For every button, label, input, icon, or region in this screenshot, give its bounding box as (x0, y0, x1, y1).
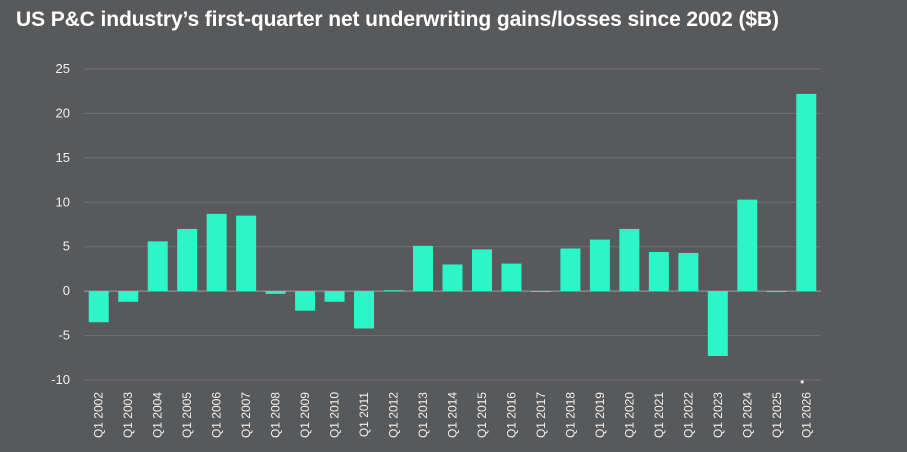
x-tick-label: Q1 2026 (799, 392, 813, 438)
chart-title: US P&C industry’s first-quarter net unde… (16, 8, 779, 31)
bar (678, 252, 699, 292)
y-tick-label: -5 (58, 328, 70, 343)
x-tick-label: Q1 2021 (652, 392, 666, 438)
bar (619, 228, 640, 292)
x-tick-label: Q1 2022 (681, 392, 695, 438)
y-tick-label: 10 (56, 194, 70, 209)
bars (88, 93, 817, 357)
y-axis-ticks: 25 20 15 10 5 0 -5 -10 (51, 61, 70, 387)
y-tick-label: 25 (56, 61, 70, 76)
x-tick-label: Q1 2003 (121, 392, 135, 438)
footnote-markers: • (800, 375, 804, 389)
bar (796, 93, 817, 292)
bar (324, 291, 345, 302)
x-tick-label: Q1 2013 (416, 392, 430, 438)
bar (88, 291, 109, 323)
y-tick-label: 5 (63, 239, 70, 254)
x-tick-label: Q1 2024 (740, 392, 754, 438)
bar (530, 291, 551, 292)
bar (265, 291, 286, 294)
x-tick-label: Q1 2018 (563, 392, 577, 438)
bar (589, 239, 610, 292)
x-tick-label: Q1 2012 (387, 392, 401, 438)
x-tick-label: Q1 2008 (269, 392, 283, 438)
bar (236, 215, 257, 292)
x-tick-label: Q1 2005 (180, 392, 194, 438)
bar (648, 252, 669, 292)
bar (442, 264, 463, 292)
bar (413, 245, 434, 292)
x-tick-label: Q1 2025 (770, 392, 784, 438)
bar (560, 248, 581, 292)
x-tick-label: Q1 2020 (622, 392, 636, 438)
bar (206, 213, 227, 292)
bar (383, 290, 404, 292)
x-tick-label: Q1 2016 (504, 392, 518, 438)
x-tick-label: Q1 2019 (593, 392, 607, 438)
bar (118, 291, 139, 302)
x-tick-label: Q1 2010 (328, 392, 342, 438)
x-tick-label: Q1 2023 (711, 392, 725, 438)
x-tick-label: Q1 2006 (210, 392, 224, 438)
x-tick-label: Q1 2011 (357, 392, 371, 437)
bar (295, 291, 316, 311)
y-tick-label: 15 (56, 150, 70, 165)
bar (354, 291, 375, 329)
x-tick-label: Q1 2017 (534, 392, 548, 438)
bar (177, 228, 198, 292)
x-tick-label: Q1 2002 (92, 392, 106, 438)
footnote-marker: • (800, 375, 804, 389)
x-axis-ticks: Q1 2002 Q1 2003 Q1 2004 Q1 2005 Q1 2006 Q1 20… (92, 392, 814, 438)
bar (707, 291, 728, 357)
x-tick-label: Q1 2009 (298, 392, 312, 438)
bar (766, 291, 787, 293)
y-tick-label: 20 (56, 105, 70, 120)
x-tick-label: Q1 2015 (475, 392, 489, 438)
gridlines (84, 68, 821, 381)
bar (147, 241, 168, 292)
x-tick-label: Q1 2004 (151, 392, 165, 438)
y-tick-label: 0 (63, 283, 70, 298)
x-tick-label: Q1 2014 (446, 392, 460, 438)
y-tick-label: -10 (51, 372, 70, 387)
bar (501, 263, 522, 292)
bar (471, 249, 492, 292)
x-tick-label: Q1 2007 (239, 392, 253, 438)
bar (737, 199, 758, 292)
